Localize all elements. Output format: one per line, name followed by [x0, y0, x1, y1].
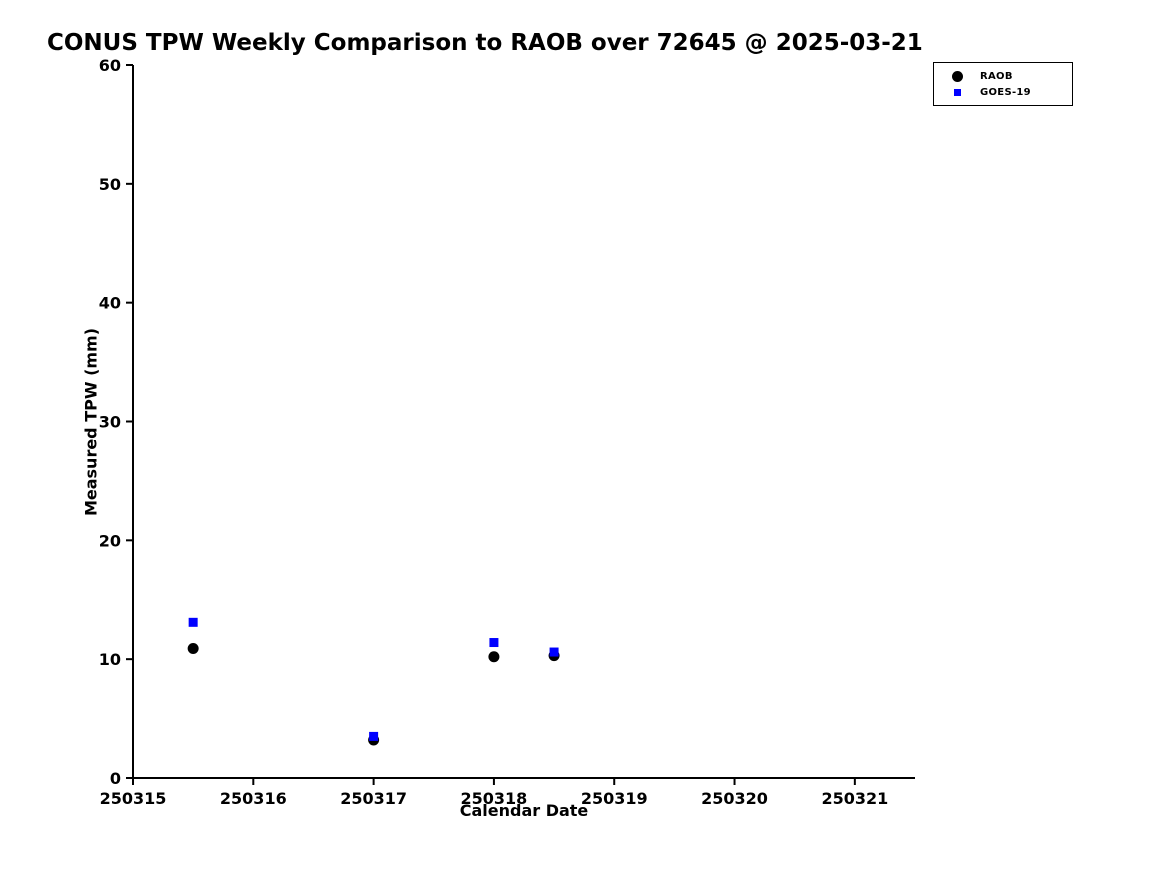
x-tick-label: 250321 — [821, 789, 888, 808]
y-tick-label: 0 — [110, 769, 121, 788]
raob-circle-icon — [951, 70, 963, 82]
goes19-square-icon — [953, 88, 961, 96]
data-point-goes-19 — [369, 731, 379, 741]
y-tick-label: 60 — [99, 56, 121, 75]
data-point-goes-19 — [549, 647, 559, 657]
y-tick-label: 50 — [99, 175, 121, 194]
x-tick-label: 250319 — [581, 789, 648, 808]
legend-label-raob: RAOB — [980, 70, 1013, 82]
x-tick-label: 250318 — [461, 789, 528, 808]
legend-label-goes19: GOES-19 — [980, 86, 1031, 98]
x-tick-label: 250315 — [100, 789, 167, 808]
y-tick-label: 30 — [99, 413, 121, 432]
x-tick-label: 250316 — [220, 789, 287, 808]
y-tick-label: 20 — [99, 531, 121, 550]
data-point-goes-19 — [188, 617, 198, 627]
data-point-raob — [488, 651, 500, 663]
y-tick-label: 10 — [99, 650, 121, 669]
legend-item-goes19: GOES-19 — [934, 84, 1072, 100]
legend: RAOB GOES-19 — [933, 62, 1073, 106]
goes19-marker-cell — [934, 88, 980, 96]
chart-title: CONUS TPW Weekly Comparison to RAOB over… — [47, 30, 923, 56]
x-tick-label: 250320 — [701, 789, 768, 808]
legend-item-raob: RAOB — [934, 68, 1072, 84]
y-tick-label: 40 — [99, 294, 121, 313]
x-tick-label: 250317 — [340, 789, 407, 808]
data-point-raob — [187, 642, 199, 654]
x-axis-label: Calendar Date — [459, 801, 589, 820]
data-point-goes-19 — [489, 638, 499, 648]
raob-marker-cell — [934, 70, 980, 82]
